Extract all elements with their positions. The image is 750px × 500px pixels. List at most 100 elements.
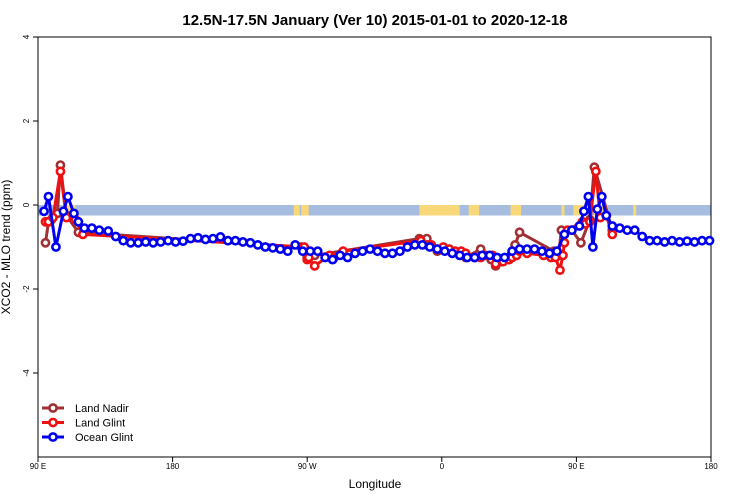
legend-label: Land Glint (75, 418, 125, 430)
data-point (409, 239, 420, 250)
data-point (614, 223, 625, 233)
data-point (507, 246, 517, 257)
data-point (644, 235, 655, 246)
data-point (39, 206, 49, 217)
data-point (342, 252, 353, 263)
land-segment (62, 205, 76, 216)
data-point (432, 244, 443, 254)
x-axis-label: Longitude (349, 477, 402, 491)
data-point (215, 232, 226, 242)
plot-frame (37, 36, 712, 458)
x-axis: 90 E 180 90 W 0 90 E 180 (30, 457, 718, 471)
data-point (424, 242, 435, 252)
legend-label: Land Nadir (75, 403, 129, 415)
chart-title: 12.5N-17.5N January (Ver 10) 2015-01-01 … (182, 12, 567, 29)
data-point (592, 204, 603, 215)
data-point (103, 226, 114, 236)
data-point (365, 244, 375, 254)
land-segment (293, 205, 300, 216)
data-point (575, 237, 586, 248)
data-point (659, 237, 670, 247)
data-point (667, 235, 678, 246)
data-point (208, 233, 218, 244)
data-point (578, 206, 589, 217)
legend-label: Ocean Glint (75, 432, 133, 444)
legend-swatch-point (48, 417, 58, 428)
data-point (267, 242, 278, 253)
data-point (63, 191, 73, 202)
data-point (79, 223, 90, 233)
data-point (596, 191, 607, 202)
x-tick-label: 180 (166, 462, 180, 471)
data-point (555, 265, 565, 275)
data-point (58, 206, 69, 217)
y-tick-label: -4 (22, 369, 31, 377)
data-point (260, 242, 271, 252)
data-point (622, 225, 633, 236)
data-point (148, 237, 159, 248)
ocean-band (38, 205, 711, 216)
data-point (223, 235, 233, 246)
data-point (637, 231, 648, 242)
data-point (587, 242, 598, 252)
legend-item: Land Glint (42, 418, 125, 430)
y-axis-label: XCO2 - MLO trend (ppm) (0, 180, 13, 315)
legend-item: Ocean Glint (42, 432, 133, 444)
data-point (125, 237, 136, 248)
data-point (462, 252, 473, 263)
data-point (163, 235, 174, 246)
data-point (305, 246, 316, 257)
x-tick-label: 180 (704, 462, 718, 471)
data-point (43, 191, 54, 202)
data-point (417, 239, 428, 250)
data-point (499, 252, 510, 263)
data-point (537, 246, 547, 257)
data-point (372, 246, 383, 257)
data-point (178, 236, 188, 247)
data-point (245, 237, 256, 248)
data-point (282, 246, 293, 257)
data-point (439, 246, 450, 257)
data-point (170, 237, 181, 247)
data-point (583, 191, 594, 202)
data-point (447, 248, 458, 259)
data-point (320, 252, 331, 263)
data-point (492, 252, 503, 263)
legend-swatch-point (48, 432, 58, 442)
data-point (350, 248, 360, 259)
data-point (652, 235, 663, 246)
y-tick-label: 2 (22, 118, 31, 123)
x-tick-label: 90 W (298, 462, 317, 471)
data-point (185, 233, 196, 244)
data-point (607, 221, 618, 231)
data-point (529, 244, 540, 254)
land-segment (419, 205, 460, 216)
legend-item: Land Nadir (42, 403, 129, 415)
legend: Land Nadir Land Glint Ocean Glint (42, 403, 133, 444)
data-point (395, 246, 405, 257)
data-point (469, 252, 480, 263)
data-point (601, 210, 612, 221)
data-point (477, 250, 488, 261)
data-point (402, 242, 413, 252)
land-segment (301, 205, 309, 216)
data-point (68, 208, 79, 219)
data-point (73, 216, 84, 227)
data-point (682, 236, 692, 247)
data-point (193, 232, 203, 243)
data-point (552, 246, 562, 257)
x-tick-label: 90 E (30, 462, 46, 471)
data-point (51, 242, 61, 252)
data-point (155, 237, 166, 247)
series-layer (39, 160, 715, 275)
y-axis: 4 2 0 -2 -4 (22, 34, 38, 377)
data-point (689, 237, 700, 247)
y-tick-label: 4 (22, 34, 31, 39)
data-point (312, 246, 323, 257)
land-segment (510, 205, 522, 216)
data-point (514, 244, 525, 254)
legend-swatch-point (48, 403, 58, 413)
data-point (559, 229, 570, 240)
data-point (140, 237, 151, 247)
